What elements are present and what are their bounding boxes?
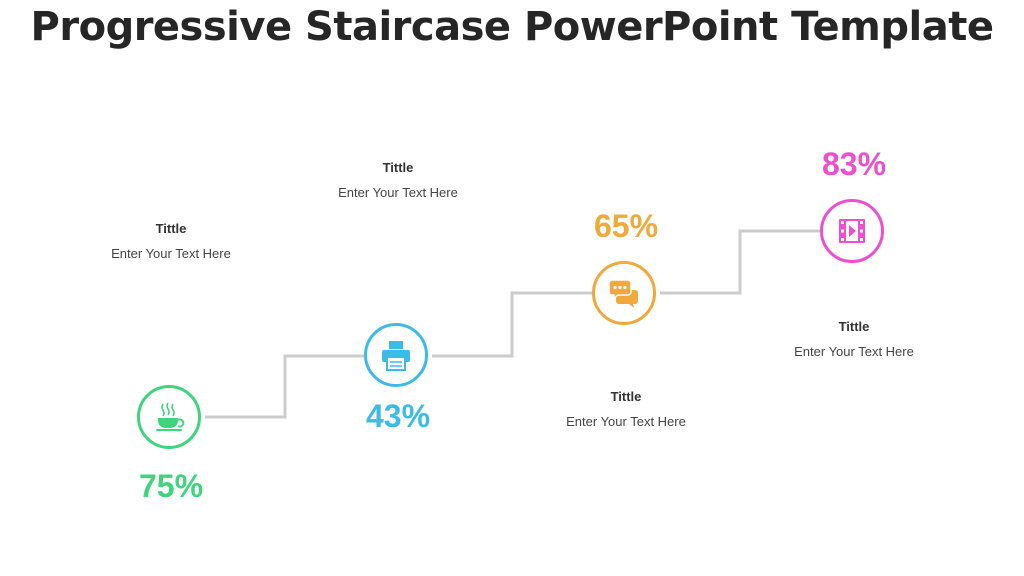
- step-2-label-title: Tittle: [382, 160, 414, 175]
- step-4-label-title: Tittle: [838, 319, 870, 334]
- step-3-label: Tittle Enter Your Text Here: [536, 389, 716, 429]
- coffee-cup-icon: [156, 402, 185, 431]
- step-4-label: Tittle Enter Your Text Here: [764, 319, 944, 359]
- step-2-label: Tittle Enter Your Text Here: [308, 160, 488, 200]
- step-3-circle: [592, 261, 656, 325]
- printer-icon: [382, 341, 410, 371]
- step-1-percent: 75%: [138, 468, 204, 504]
- step-2-percent: 43%: [365, 398, 431, 434]
- step-1-label-text: Enter Your Text Here: [111, 246, 231, 261]
- step-2-circle: [364, 323, 428, 387]
- step-1-label: Tittle Enter Your Text Here: [81, 221, 261, 261]
- step-4-circle: [820, 199, 884, 263]
- step-4-label-text: Enter Your Text Here: [794, 344, 914, 359]
- slide-title: Progressive Staircase PowerPoint Templat…: [30, 4, 994, 50]
- video-play-icon: [839, 219, 865, 243]
- step-1-label-title: Tittle: [155, 221, 187, 236]
- step-4-percent: 83%: [821, 146, 887, 182]
- step-3-label-title: Tittle: [610, 389, 642, 404]
- step-3-percent: 65%: [593, 208, 659, 244]
- step-1-circle: [137, 385, 201, 449]
- chat-bubbles-icon: [608, 279, 638, 308]
- step-3-label-text: Enter Your Text Here: [566, 414, 686, 429]
- step-2-label-text: Enter Your Text Here: [338, 185, 458, 200]
